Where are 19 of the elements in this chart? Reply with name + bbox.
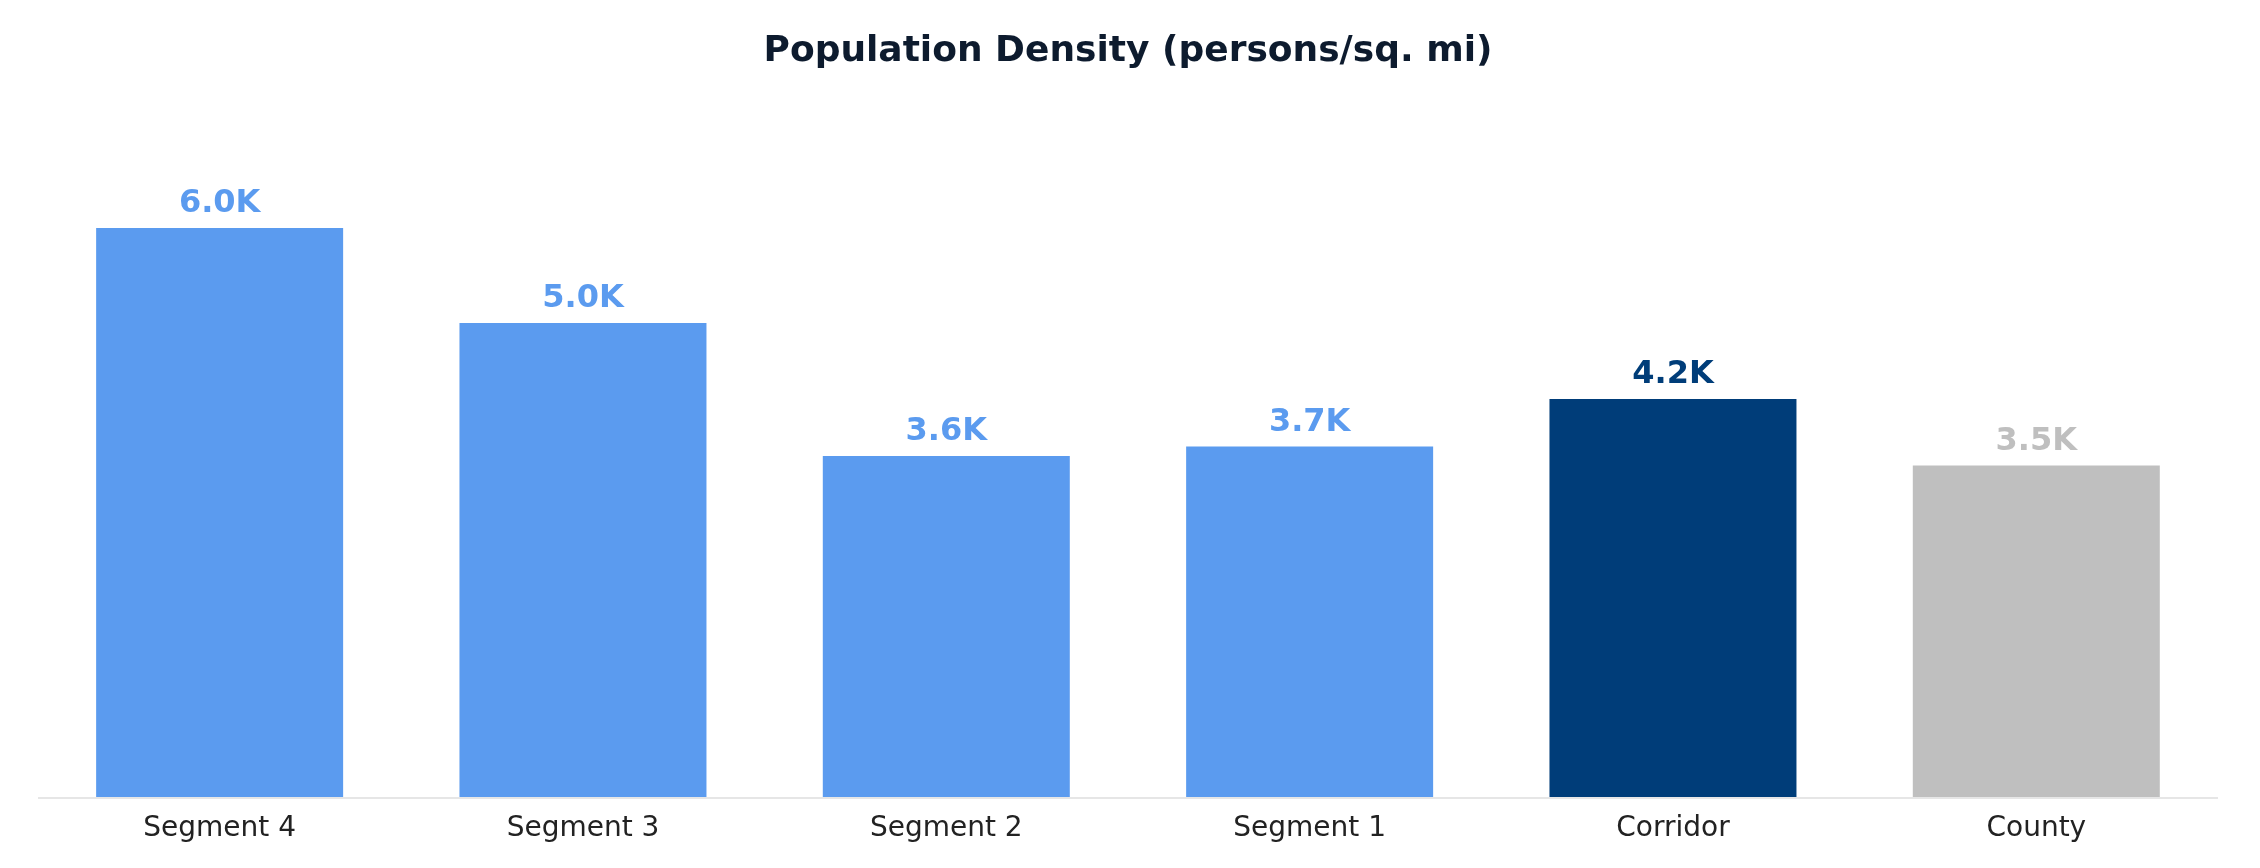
bar — [1186, 446, 1434, 798]
x-tick-label: County — [1986, 809, 2087, 843]
bar — [822, 456, 1070, 798]
data-label: 3.6K — [905, 410, 989, 448]
bar — [96, 228, 344, 798]
data-label: 3.7K — [1268, 400, 1352, 439]
x-tick-label: Segment 4 — [143, 809, 297, 843]
x-tick-label: Segment 2 — [869, 809, 1023, 843]
x-tick-label: Corridor — [1616, 809, 1731, 843]
data-label: 3.5K — [1995, 419, 2079, 458]
chart-title: Population Density (persons/sq. mi) — [762, 28, 1494, 69]
bar — [459, 323, 707, 798]
bar — [1912, 465, 2160, 798]
x-tick-label: Segment 3 — [506, 809, 660, 843]
x-tick-label: Segment 1 — [1233, 809, 1387, 843]
bar — [1549, 399, 1797, 798]
data-label: 4.2K — [1632, 353, 1715, 391]
data-label: 5.0K — [542, 277, 625, 315]
data-label: 6.0K — [178, 182, 262, 220]
